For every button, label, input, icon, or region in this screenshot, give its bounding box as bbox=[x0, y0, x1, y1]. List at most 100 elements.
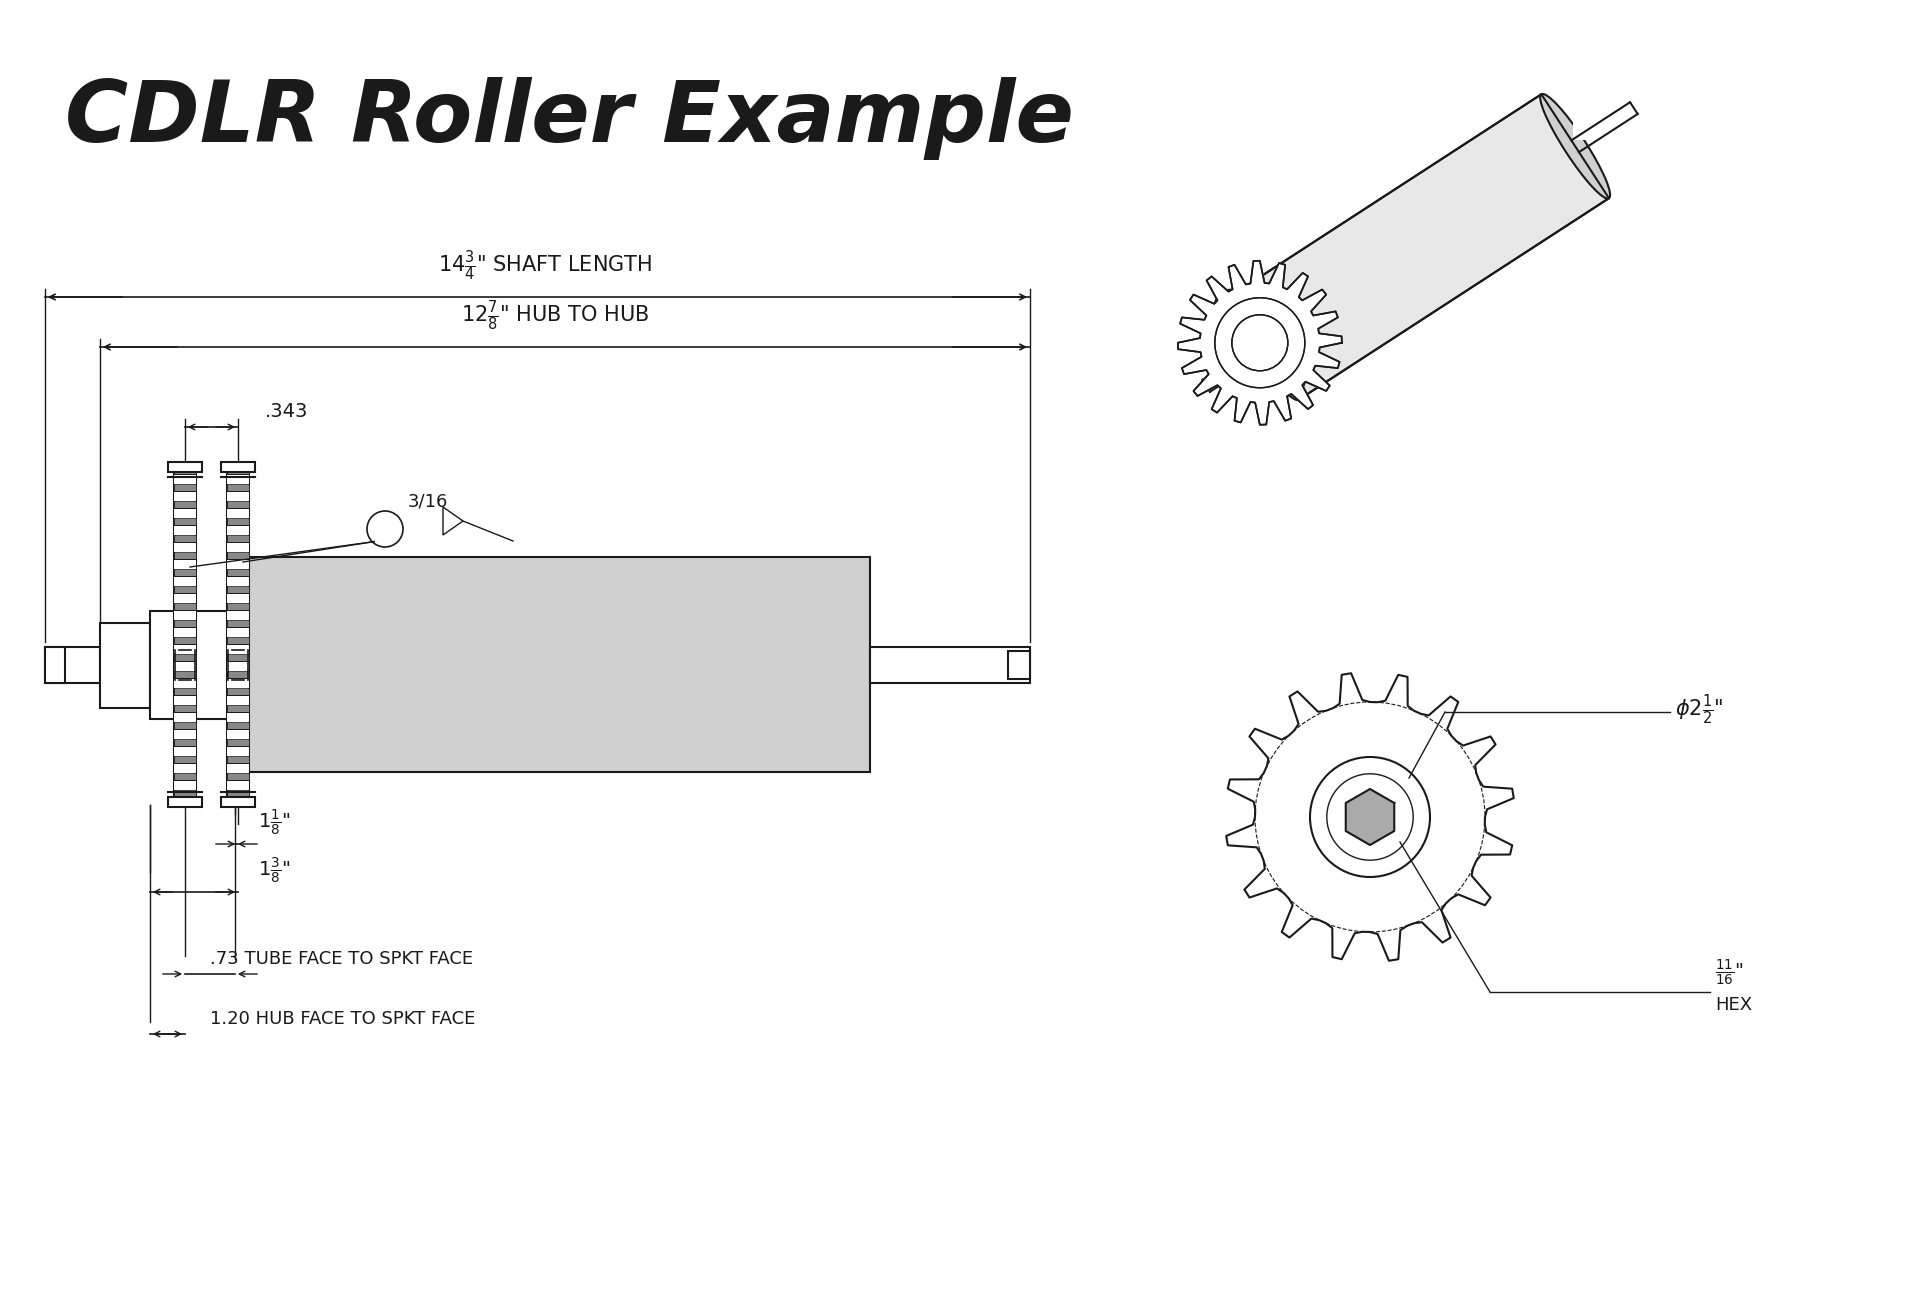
Bar bbox=[175, 474, 196, 484]
Bar bbox=[175, 587, 196, 593]
Bar bbox=[175, 610, 196, 621]
Bar bbox=[227, 644, 250, 655]
Text: 1.20 HUB FACE TO SPKT FACE: 1.20 HUB FACE TO SPKT FACE bbox=[209, 1010, 476, 1029]
Bar bbox=[175, 644, 196, 655]
Bar bbox=[227, 706, 250, 712]
Bar bbox=[175, 757, 196, 763]
Text: 3/16: 3/16 bbox=[407, 493, 449, 511]
Polygon shape bbox=[1177, 261, 1342, 425]
Bar bbox=[175, 695, 196, 706]
Bar bbox=[175, 576, 196, 587]
Bar bbox=[175, 508, 196, 518]
Bar bbox=[227, 791, 250, 797]
Bar bbox=[227, 474, 250, 484]
Bar bbox=[227, 757, 250, 763]
Bar bbox=[1008, 651, 1029, 680]
Bar bbox=[234, 557, 870, 772]
Circle shape bbox=[1327, 774, 1413, 860]
Bar bbox=[227, 484, 250, 491]
Bar bbox=[175, 780, 196, 791]
Bar bbox=[175, 791, 196, 797]
Bar bbox=[227, 501, 250, 508]
Text: $\mathregular{\frac{11}{16}}$": $\mathregular{\frac{11}{16}}$" bbox=[1715, 958, 1743, 988]
Bar bbox=[175, 621, 196, 627]
Bar bbox=[1574, 102, 1632, 140]
Bar bbox=[175, 712, 196, 723]
Bar bbox=[227, 525, 250, 535]
Bar bbox=[175, 501, 196, 508]
Bar bbox=[175, 472, 196, 797]
Bar bbox=[175, 672, 196, 678]
Bar bbox=[227, 774, 250, 780]
Bar bbox=[175, 484, 196, 491]
Bar bbox=[227, 472, 250, 797]
Text: .343: .343 bbox=[265, 403, 309, 421]
Bar bbox=[227, 689, 250, 695]
Polygon shape bbox=[1231, 94, 1609, 400]
Bar bbox=[227, 723, 250, 729]
Bar bbox=[227, 576, 250, 587]
Bar bbox=[227, 491, 250, 501]
Ellipse shape bbox=[1213, 289, 1306, 396]
Polygon shape bbox=[1346, 789, 1394, 846]
Bar bbox=[227, 610, 250, 621]
Bar bbox=[175, 518, 196, 525]
Bar bbox=[169, 461, 202, 472]
Bar bbox=[227, 695, 250, 706]
Bar bbox=[227, 746, 250, 757]
Bar bbox=[175, 570, 196, 576]
Bar bbox=[175, 542, 196, 552]
Ellipse shape bbox=[1231, 295, 1300, 400]
Bar bbox=[175, 525, 196, 535]
Polygon shape bbox=[1177, 261, 1342, 425]
Bar bbox=[227, 763, 250, 774]
Bar bbox=[227, 780, 250, 791]
Bar bbox=[227, 472, 250, 474]
Bar bbox=[175, 627, 196, 638]
Bar bbox=[227, 542, 250, 552]
Bar bbox=[175, 604, 196, 610]
Text: $\phi$2$\mathregular{\frac{1}{2}}$": $\phi$2$\mathregular{\frac{1}{2}}$" bbox=[1674, 693, 1724, 727]
Bar bbox=[44, 647, 65, 684]
Bar bbox=[175, 535, 196, 542]
Bar bbox=[221, 461, 255, 472]
Bar bbox=[227, 672, 250, 678]
Text: CDLR Roller Example: CDLR Roller Example bbox=[65, 77, 1073, 159]
Bar bbox=[227, 535, 250, 542]
Bar bbox=[175, 593, 196, 604]
Bar bbox=[175, 774, 196, 780]
Bar bbox=[227, 661, 250, 672]
Bar bbox=[227, 712, 250, 723]
Text: 14$\mathregular{\frac{3}{4}}$" SHAFT LENGTH: 14$\mathregular{\frac{3}{4}}$" SHAFT LEN… bbox=[438, 248, 653, 284]
Bar bbox=[150, 610, 234, 719]
Text: 1$\mathregular{\frac{1}{8}}$": 1$\mathregular{\frac{1}{8}}$" bbox=[257, 808, 290, 838]
Bar bbox=[227, 552, 250, 559]
Bar bbox=[44, 647, 100, 684]
Bar bbox=[175, 740, 196, 746]
Bar bbox=[175, 472, 196, 474]
Bar bbox=[175, 655, 196, 661]
Circle shape bbox=[1309, 757, 1430, 877]
Bar bbox=[227, 740, 250, 746]
Bar bbox=[227, 729, 250, 740]
Bar bbox=[175, 746, 196, 757]
Polygon shape bbox=[1227, 673, 1513, 961]
Bar bbox=[227, 518, 250, 525]
Bar bbox=[175, 763, 196, 774]
Text: 1$\mathregular{\frac{3}{8}}$": 1$\mathregular{\frac{3}{8}}$" bbox=[257, 856, 290, 886]
Bar bbox=[175, 559, 196, 570]
Bar bbox=[175, 689, 196, 695]
Bar bbox=[870, 647, 1029, 684]
Bar bbox=[227, 587, 250, 593]
Polygon shape bbox=[444, 507, 463, 535]
Bar bbox=[100, 622, 150, 707]
Bar bbox=[175, 706, 196, 712]
Bar bbox=[175, 552, 196, 559]
Bar bbox=[221, 797, 255, 806]
Bar bbox=[227, 655, 250, 661]
Bar bbox=[227, 593, 250, 604]
Bar bbox=[175, 638, 196, 644]
Bar bbox=[175, 491, 196, 501]
Bar bbox=[169, 797, 202, 806]
Bar bbox=[227, 621, 250, 627]
